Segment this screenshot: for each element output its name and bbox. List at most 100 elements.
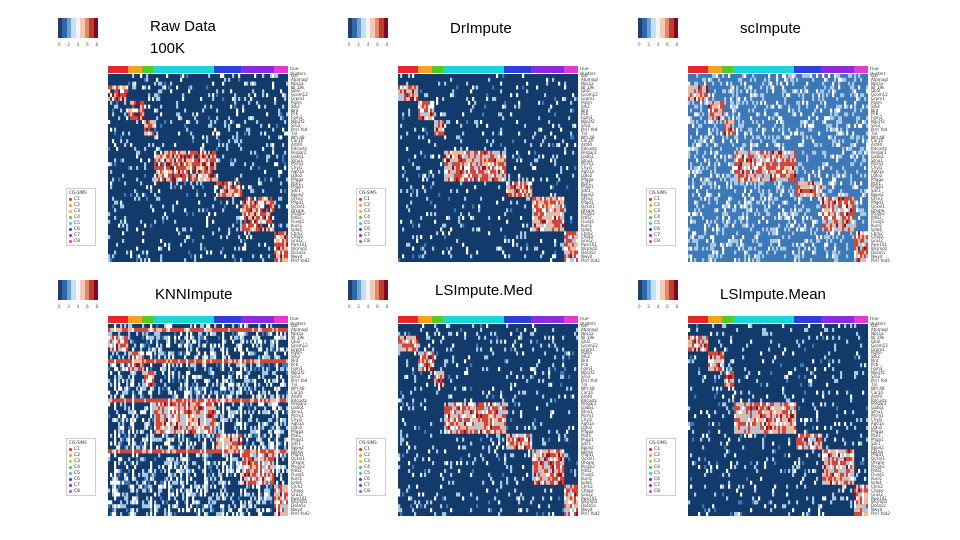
heatmap-cell xyxy=(840,120,843,124)
heatmap-cell xyxy=(822,208,825,213)
heatmap-cell xyxy=(252,343,255,348)
heatmap-cell xyxy=(236,189,239,194)
heatmap-cell xyxy=(720,112,723,117)
legend-item: C6 xyxy=(69,226,93,232)
heatmap-cell xyxy=(496,169,499,174)
heatmap-cell xyxy=(166,162,169,167)
heatmap-cell xyxy=(834,177,837,182)
heatmap-cell xyxy=(550,131,553,136)
heatmap-cell xyxy=(276,367,279,372)
heatmap-cell xyxy=(760,93,763,98)
heatmap-cell xyxy=(508,238,511,243)
heatmap-cell xyxy=(714,258,717,262)
heatmap-cell xyxy=(816,185,819,190)
heatmap-cell xyxy=(696,238,699,243)
heatmap-cell xyxy=(286,347,288,352)
heatmap-cell xyxy=(820,212,823,217)
heatmap-cell xyxy=(718,112,721,117)
heatmap-cell xyxy=(724,177,727,182)
heatmap-cell xyxy=(778,212,781,217)
heatmap-cell xyxy=(842,93,845,98)
heatmap-cell xyxy=(468,177,471,182)
heatmap-cell xyxy=(430,185,433,190)
heatmap-cell xyxy=(696,77,699,82)
heatmap-cell xyxy=(800,177,803,182)
heatmap-cell xyxy=(212,177,215,182)
heatmap-cell xyxy=(248,371,251,376)
heatmap-cell xyxy=(262,258,265,262)
heatmap-cell xyxy=(222,81,225,86)
heatmap-cell xyxy=(838,85,841,90)
heatmap-cell xyxy=(560,200,563,205)
heatmap-cell xyxy=(794,258,797,262)
legend-dot-icon xyxy=(649,197,652,201)
heatmap-cell xyxy=(716,104,719,109)
heatmap-cell xyxy=(724,97,727,101)
heatmap-cell xyxy=(542,154,545,159)
heatmap-cell xyxy=(168,150,171,155)
heatmap-cell xyxy=(450,254,453,259)
heatmap-cell xyxy=(456,162,459,167)
heatmap-cell xyxy=(196,181,199,186)
heatmap-cell xyxy=(540,219,543,224)
heatmap-cell xyxy=(810,166,813,171)
heatmap-cell xyxy=(116,200,119,205)
heatmap-cell xyxy=(114,200,117,205)
heatmap-cell xyxy=(252,212,255,217)
heatmap-cell xyxy=(250,97,253,101)
heatmap-cell xyxy=(826,250,829,255)
heatmap-cell xyxy=(262,196,265,201)
heatmap-cell xyxy=(770,196,773,201)
heatmap-cell xyxy=(126,367,129,372)
heatmap-cell xyxy=(714,143,717,147)
heatmap-cell xyxy=(282,250,285,255)
heatmap-cell xyxy=(808,189,811,194)
heatmap-cell xyxy=(482,150,485,155)
heatmap-cell xyxy=(736,97,739,101)
gene-label: Ptal1 xyxy=(291,180,302,186)
heatmap-cell xyxy=(724,104,727,109)
heatmap-cell xyxy=(204,335,207,340)
heatmap-cell xyxy=(452,158,455,163)
heatmap-cell xyxy=(794,154,797,159)
heatmap-cell xyxy=(224,120,227,124)
heatmap-cell xyxy=(846,104,849,109)
heatmap-cell xyxy=(266,227,269,232)
heatmap-cell xyxy=(732,177,735,182)
heatmap-cell xyxy=(826,204,829,209)
heatmap-cell xyxy=(738,150,741,155)
heatmap-cell xyxy=(162,359,165,364)
heatmap-cell xyxy=(264,371,267,376)
heatmap-cell xyxy=(450,173,453,178)
heatmap-cell xyxy=(772,238,775,243)
heatmap-cell xyxy=(204,173,207,178)
heatmap-cell xyxy=(186,382,189,387)
heatmap-cell xyxy=(722,139,725,144)
heatmap-cell xyxy=(114,85,117,90)
heatmap-cell xyxy=(168,169,171,174)
heatmap-cell xyxy=(534,223,537,228)
gene-label: Sro3 xyxy=(871,122,881,128)
heatmap-cell xyxy=(146,339,149,344)
heatmap-cell xyxy=(152,374,155,379)
heatmap-cell xyxy=(168,335,171,340)
heatmap-cell xyxy=(430,100,433,105)
cluster-segment xyxy=(214,66,242,73)
heatmap-cell xyxy=(576,242,578,247)
legend-item: C4 xyxy=(69,214,93,220)
heatmap-cell xyxy=(252,162,255,167)
heatmap-cell xyxy=(198,166,201,171)
heatmap-cell xyxy=(518,192,521,197)
heatmap-cell xyxy=(844,100,847,105)
heatmap-cell xyxy=(860,89,863,94)
heatmap-cell xyxy=(688,238,691,243)
heatmap-cell xyxy=(204,327,207,332)
heatmap-cell xyxy=(226,359,229,364)
heatmap-cell xyxy=(406,131,409,136)
heatmap-cell xyxy=(700,123,703,128)
heatmap-cell xyxy=(860,162,863,167)
heatmap-cell xyxy=(700,250,703,255)
heatmap-cell xyxy=(524,235,527,240)
heatmap-cell xyxy=(860,108,863,113)
heatmap-cell xyxy=(274,97,277,101)
